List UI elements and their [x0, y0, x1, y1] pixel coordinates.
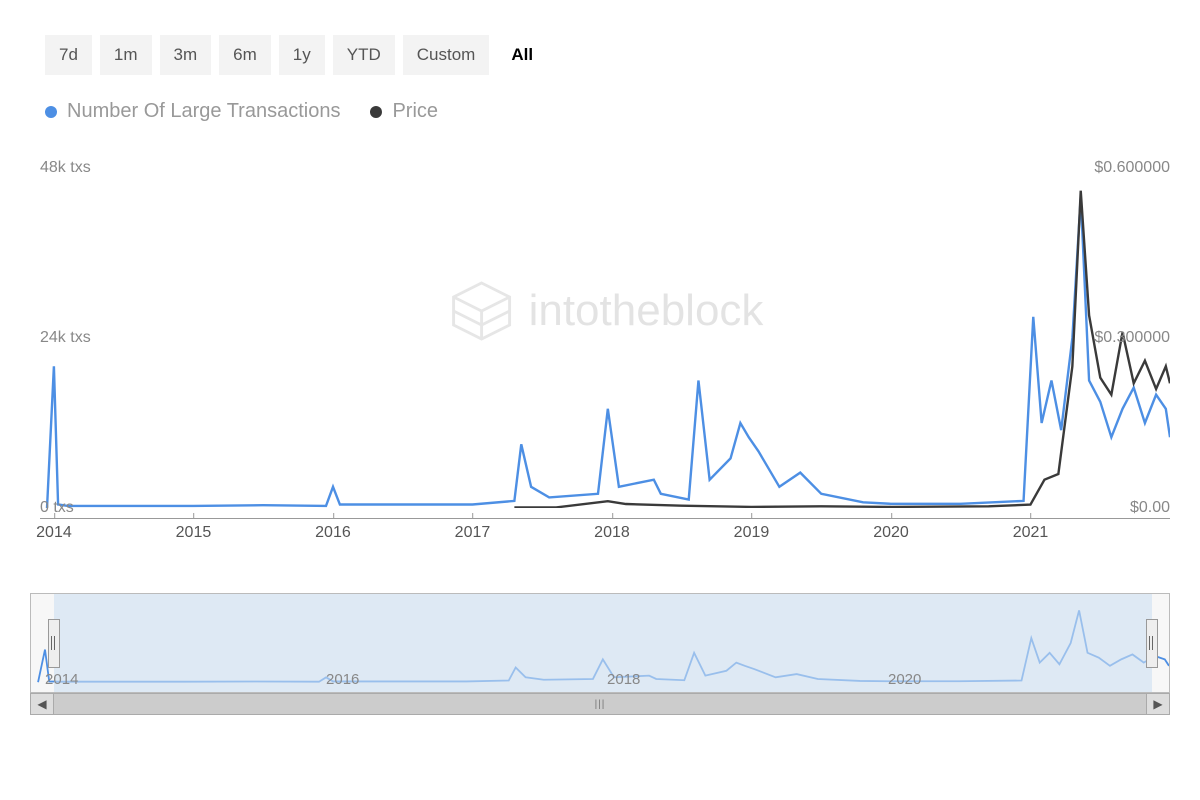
range-ytd-button[interactable]: YTD [333, 35, 395, 75]
navigator-selection-mask [54, 594, 1152, 692]
navigator-x-tick: 2018 [607, 671, 640, 688]
navigator-x-tick: 2016 [326, 671, 359, 688]
navigator-x-tick: 2014 [45, 671, 78, 688]
range-1y-button[interactable]: 1y [279, 35, 325, 75]
range-all-button[interactable]: All [497, 35, 547, 75]
legend-item[interactable]: Number Of Large Transactions [45, 100, 340, 123]
range-navigator[interactable]: 2014 2016 2018 2020 [30, 593, 1170, 693]
scroll-track[interactable]: ||| [53, 694, 1147, 714]
range-7d-button[interactable]: 7d [45, 35, 92, 75]
y-tick-right: $0.300000 [1094, 329, 1170, 347]
x-tick: 2018 [594, 524, 630, 542]
chart-legend: Number Of Large Transactions Price [30, 100, 1170, 123]
scroll-grip-icon: ||| [595, 699, 606, 710]
navigator-handle-left[interactable] [48, 619, 60, 668]
range-3m-button[interactable]: 3m [160, 35, 212, 75]
y-tick-left: 24k txs [40, 329, 91, 347]
x-tick: 2021 [1013, 524, 1049, 542]
x-tick: 2017 [455, 524, 491, 542]
legend-dot-icon [370, 106, 382, 118]
x-tick: 2019 [734, 524, 770, 542]
scroll-left-button[interactable]: ◀ [31, 694, 53, 714]
range-custom-button[interactable]: Custom [403, 35, 490, 75]
y-tick-left: 48k txs [40, 159, 91, 177]
range-1m-button[interactable]: 1m [100, 35, 152, 75]
navigator-x-tick: 2020 [888, 671, 921, 688]
x-tick: 2020 [873, 524, 909, 542]
legend-label: Number Of Large Transactions [67, 100, 340, 123]
y-tick-right: $0.00 [1130, 499, 1170, 517]
chart-canvas [40, 168, 1170, 508]
y-tick-left: 0 txs [40, 499, 74, 517]
x-tick: 2014 [36, 524, 72, 542]
legend-label: Price [392, 100, 438, 123]
legend-dot-icon [45, 106, 57, 118]
scroll-right-button[interactable]: ▶ [1147, 694, 1169, 714]
y-tick-right: $0.600000 [1094, 159, 1170, 177]
time-range-selector: 7d1m3m6m1yYTDCustomAll [30, 20, 1170, 75]
legend-item[interactable]: Price [370, 100, 438, 123]
x-tick: 2016 [315, 524, 351, 542]
x-tick: 2015 [176, 524, 212, 542]
range-6m-button[interactable]: 6m [219, 35, 271, 75]
navigator-handle-right[interactable] [1146, 619, 1158, 668]
x-axis: 20142015201620172018201920202021 [40, 518, 1170, 548]
main-chart[interactable]: intotheblock 48k txs24k txs0 txs $0.6000… [40, 168, 1170, 508]
